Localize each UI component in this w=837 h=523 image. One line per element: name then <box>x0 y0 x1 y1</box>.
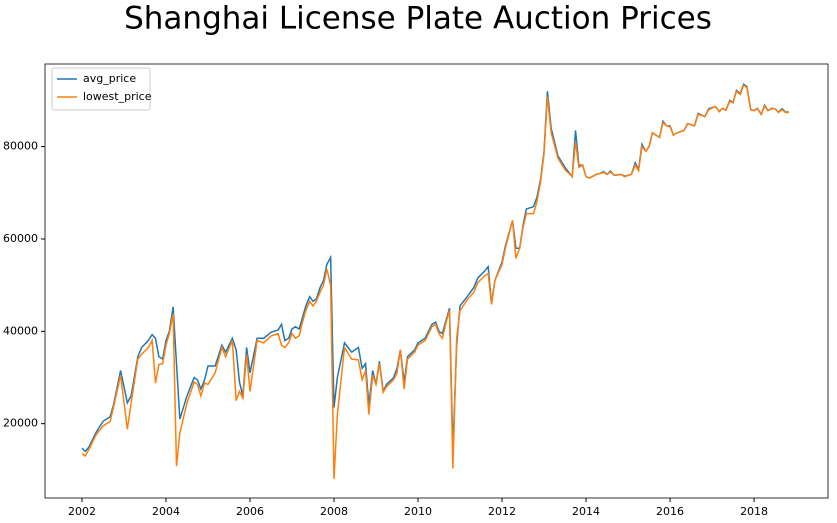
x-tick-label: 2002 <box>68 505 96 518</box>
y-tick-label: 80000 <box>3 140 38 153</box>
y-tick-label: 60000 <box>3 232 38 245</box>
x-tick-label: 2016 <box>656 505 684 518</box>
x-tick-label: 2006 <box>236 505 264 518</box>
line-series <box>81 84 789 480</box>
legend-label: avg_price <box>83 72 136 85</box>
x-tick-label: 2010 <box>404 505 432 518</box>
x-tick-label: 2004 <box>152 505 180 518</box>
y-tick-label: 20000 <box>3 417 38 430</box>
x-tick-label: 2018 <box>740 505 768 518</box>
x-tick-label: 2012 <box>488 505 516 518</box>
x-tick-label: 2008 <box>320 505 348 518</box>
x-tick-label: 2014 <box>572 505 600 518</box>
line-series <box>81 83 789 453</box>
y-tick-label: 40000 <box>3 324 38 337</box>
chart-title: Shanghai License Plate Auction Prices <box>124 1 712 37</box>
plot-frame <box>44 63 829 499</box>
legend-label: lowest_price <box>83 90 152 103</box>
